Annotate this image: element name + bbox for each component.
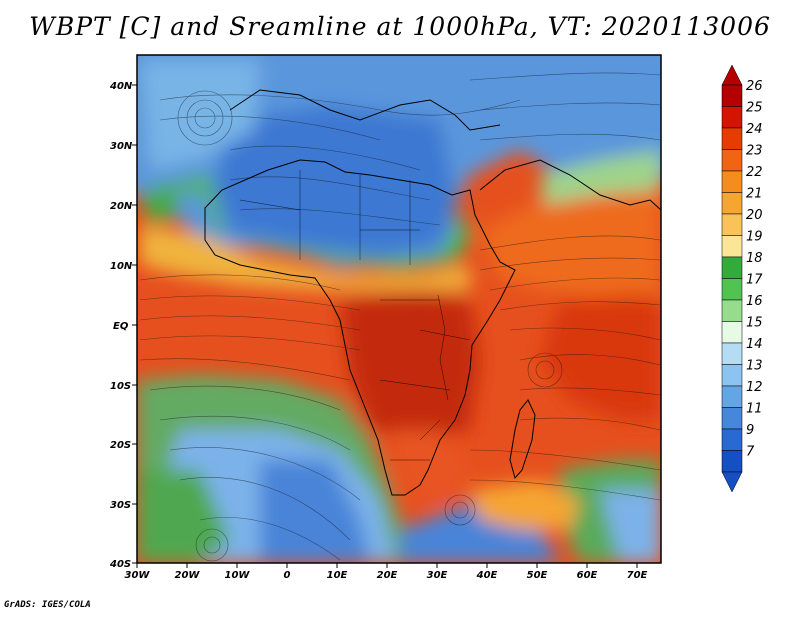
colorbar-label: 12: [746, 380, 763, 395]
lon-label: 60E: [577, 570, 598, 581]
colorbar-label: 13: [746, 359, 763, 374]
colorbar-label: 7: [746, 445, 755, 460]
lat-label: 20S: [110, 440, 131, 451]
lon-label: 70E: [627, 570, 648, 581]
europe-coastline: [229, 89, 501, 131]
africa-coastline: [204, 159, 516, 496]
lat-label: EQ: [113, 321, 129, 332]
colorbar-swatch: [721, 192, 743, 215]
lon-label: 10E: [327, 570, 348, 581]
colorbar-label: 16: [746, 294, 763, 309]
colorbar-swatch: [721, 256, 743, 279]
arabia-coastline: [479, 159, 661, 211]
lat-labels: 40N 30N 20N 10N EQ 10S 20S 30S 40S: [109, 81, 133, 570]
colorbar-label: 23: [746, 144, 763, 159]
colorbar-swatch: [721, 213, 743, 236]
lon-label: 30E: [427, 570, 448, 581]
grads-credit: GrADS: IGES/COLA: [4, 600, 91, 610]
colorbar-label: 21: [746, 187, 763, 202]
map-frame: [136, 54, 662, 564]
colorbar-label: 19: [746, 230, 763, 245]
colorbar-label: 9: [746, 423, 754, 438]
colorbar-label: 11: [746, 402, 763, 417]
lat-label: 30S: [110, 500, 131, 511]
lat-label: 40S: [109, 559, 131, 570]
chart-title: WBPT [C] and Sreamline at 1000hPa, VT: 2…: [29, 12, 771, 41]
colorbar-swatch: [721, 84, 743, 107]
colorbar-label: 15: [746, 316, 763, 331]
colorbar-swatch: [721, 149, 743, 172]
lon-labels: 30W 20W 10W 0 10E 20E 30E 40E 50E 60E 70…: [125, 570, 648, 581]
colorbar-top-arrow: [721, 64, 743, 86]
lat-label: 40N: [109, 81, 133, 92]
colorbar-swatch: [721, 127, 743, 150]
map-figure: 40N 30N 20N 10N EQ 10S 20S 30S 40S 30W 2…: [109, 54, 763, 581]
lon-label: 40E: [476, 570, 498, 581]
colorbar-swatch: [721, 321, 743, 344]
lon-label: 20W: [175, 570, 201, 581]
colorbar-swatch: [721, 278, 743, 301]
lat-label: 10S: [110, 381, 131, 392]
colorbar-swatch: [721, 407, 743, 430]
colorbar-label: 14: [746, 337, 763, 352]
colorbar-bottom-arrow: [721, 471, 743, 493]
colorbar-swatch: [721, 235, 743, 258]
wbpt-field: [137, 55, 661, 563]
colorbar-label: 20: [746, 208, 763, 223]
colorbar-label: 22: [746, 165, 763, 180]
colorbar-swatch: [721, 450, 743, 473]
colorbar-swatch: [721, 106, 743, 129]
lon-label: 20E: [377, 570, 398, 581]
lon-label: 50E: [527, 570, 548, 581]
madagascar-coastline: [509, 399, 536, 480]
colorbar-swatch: [721, 299, 743, 322]
colorbar-label: 25: [746, 101, 763, 116]
lat-label: 10N: [110, 261, 133, 272]
colorbar-swatch: [721, 170, 743, 193]
colorbar-label: 18: [746, 251, 763, 266]
colorbar: 26 25 24 23 22 21 20 19 18 17 16 15 14 13 12 11 9 7: [721, 64, 763, 493]
colorbar-swatch: [721, 364, 743, 387]
colorbar-swatch: [721, 342, 743, 365]
lon-label: 0: [284, 570, 291, 581]
lon-label: 10W: [225, 570, 251, 581]
lon-label: 30W: [125, 570, 151, 581]
colorbar-swatch: [721, 428, 743, 451]
map-ticks: [132, 84, 638, 568]
colorbar-swatch: [721, 385, 743, 408]
colorbar-label: 17: [746, 273, 763, 288]
lat-label: 20N: [110, 201, 133, 212]
colorbar-label: 24: [746, 122, 763, 137]
lat-label: 30N: [110, 141, 133, 152]
colorbar-label: 26: [746, 79, 763, 94]
